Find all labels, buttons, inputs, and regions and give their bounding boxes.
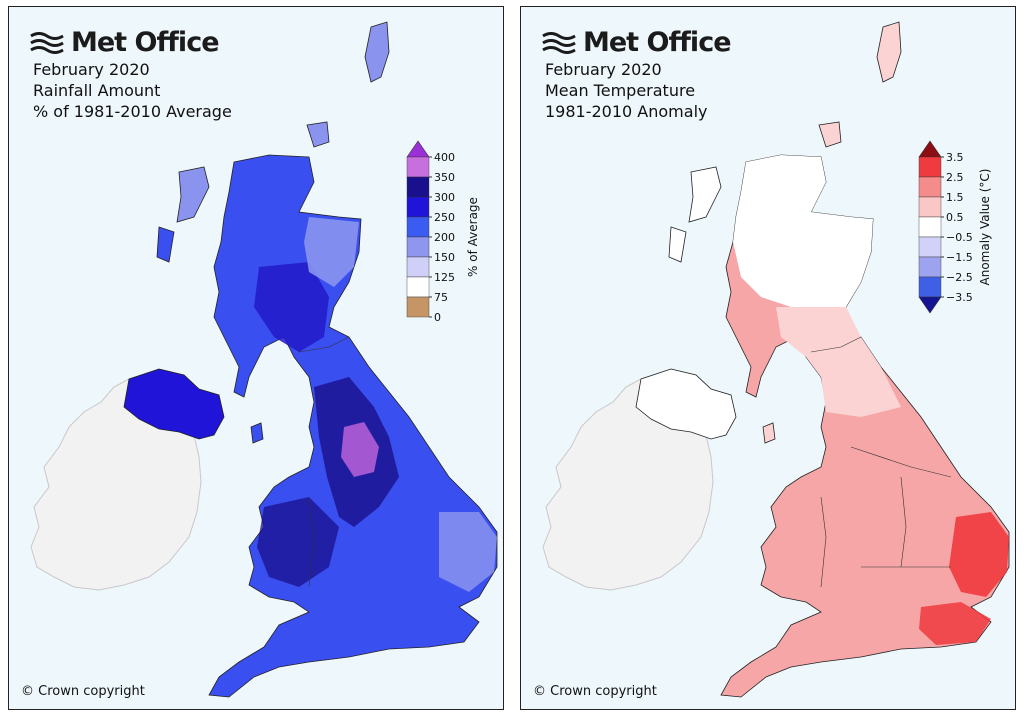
northern-ireland-rain: [123, 368, 225, 440]
met-office-wave-icon: [542, 31, 576, 54]
colorbar-swatch: [406, 216, 430, 238]
met-office-logo: Met Office: [541, 27, 732, 58]
met-office-logo: Met Office: [29, 27, 220, 58]
shetland-temp: [876, 21, 902, 83]
colorbar-swatch: [918, 156, 942, 178]
isle-of-man-rain: [250, 422, 264, 444]
title-variable: Rainfall Amount: [33, 81, 161, 100]
east-anglia-light-rain: [439, 512, 497, 592]
copyright-notice: © Crown copyright: [21, 684, 145, 699]
region-boundaries: [820, 446, 952, 588]
title-baseline: % of 1981-2010 Average: [33, 102, 232, 121]
colorbar-tick-label: −3.5: [946, 291, 973, 304]
colorbar-swatch: [406, 236, 430, 258]
temperature-map-panel: Met Office February 2020 Mean Temperatur…: [520, 6, 1016, 710]
logo-text: Met Office: [583, 27, 732, 58]
wales-border: [308, 496, 315, 588]
colorbar-swatch: [406, 196, 430, 218]
colorbar-tick-label: 400: [434, 151, 455, 164]
colorbar-axis-label: Anomaly Value (°C): [978, 169, 992, 286]
orkney-temp: [818, 121, 842, 148]
london-hot-temp: [919, 602, 991, 645]
colorbar-extend-bottom: [918, 296, 942, 314]
copyright-notice: © Crown copyright: [533, 684, 657, 699]
colorbar-tick-label: 2.5: [946, 171, 964, 184]
shetland-rain: [364, 21, 390, 83]
title-baseline: 1981-2010 Anomaly: [545, 102, 708, 121]
colorbar-tick-label: 0.5: [946, 211, 964, 224]
map-titles: February 2020 Rainfall Amount % of 1981-…: [33, 59, 232, 122]
scotland-neutral-temp: [733, 155, 873, 312]
rainfall-legend: 400 350 300 250 200 150 125 75 0 % of Average: [401, 137, 491, 324]
colorbar-tick-label: 200: [434, 231, 455, 244]
north-england-light-temp: [776, 307, 901, 417]
isle-of-man-temp: [762, 422, 776, 444]
rainfall-colorbar: 400 350 300 250 200 150 125 75 0 % of Average: [406, 140, 480, 324]
colorbar-swatch: [918, 176, 942, 198]
title-date: February 2020: [33, 60, 150, 79]
wales-dark-rain: [257, 497, 339, 587]
hebrides-rain: [176, 166, 210, 223]
rainfall-map: [30, 21, 498, 698]
colorbar-swatch: [918, 196, 942, 218]
colorbar-swatch: [918, 236, 942, 258]
colorbar-swatch: [406, 176, 430, 198]
colorbar-tick-label: 125: [434, 271, 455, 284]
orkney-rain: [306, 121, 330, 148]
colorbar-tick-label: −2.5: [946, 271, 973, 284]
scotland-dark-rain: [254, 262, 329, 352]
hebrides-south-temp: [668, 226, 687, 263]
colorbar-tick-label: 1.5: [946, 191, 964, 204]
northern-ireland-temp: [635, 368, 737, 440]
hebrides-temp: [688, 166, 722, 223]
colorbar-swatch: [406, 296, 430, 318]
colorbar-axis-label: % of Average: [466, 197, 480, 277]
met-office-wave-icon: [30, 31, 64, 54]
hebrides-south-rain: [156, 226, 175, 263]
colorbar-extend-top: [918, 140, 942, 158]
pennines-purple-rain: [341, 422, 379, 477]
colorbar-swatch: [918, 276, 942, 298]
colorbar-tick-label: −1.5: [946, 251, 973, 264]
highlands-light-rain: [304, 217, 359, 287]
colorbar-swatch: [406, 256, 430, 278]
map-titles: February 2020 Mean Temperature 1981-2010…: [545, 59, 707, 122]
title-variable: Mean Temperature: [545, 81, 696, 100]
logo-text: Met Office: [71, 27, 220, 58]
colorbar-swatch: [406, 276, 430, 298]
rainfall-map-panel: Met Office February 2020 Rainfall Amount…: [8, 6, 504, 710]
colorbar-tick-label: 300: [434, 191, 455, 204]
colorbar-tick-label: 0: [434, 311, 441, 324]
colorbar-tick-label: 150: [434, 251, 455, 264]
temperature-legend: 3.5 2.5 1.5 0.5 −0.5 −1.5 −2.5 −3.5 Anomaly Valu…: [913, 137, 1003, 322]
colorbar-swatch: [406, 156, 430, 178]
temperature-map: [542, 21, 1010, 698]
temperature-colorbar: 3.5 2.5 1.5 0.5 −0.5 −1.5 −2.5 −3.5 Anomaly Valu…: [918, 140, 992, 314]
east-anglia-hot-temp: [949, 512, 1009, 597]
scotland-england-border: [810, 336, 862, 353]
colorbar-tick-label: −0.5: [946, 231, 973, 244]
colorbar-tick-label: 250: [434, 211, 455, 224]
colorbar-swatch: [918, 216, 942, 238]
colorbar-tick-label: 350: [434, 171, 455, 184]
colorbar-swatch: [918, 256, 942, 278]
colorbar-tick-label: 75: [434, 291, 448, 304]
colorbar-extend-top: [406, 140, 430, 158]
colorbar-tick-label: 3.5: [946, 151, 964, 164]
scotland-england-border: [298, 336, 350, 353]
title-date: February 2020: [545, 60, 662, 79]
